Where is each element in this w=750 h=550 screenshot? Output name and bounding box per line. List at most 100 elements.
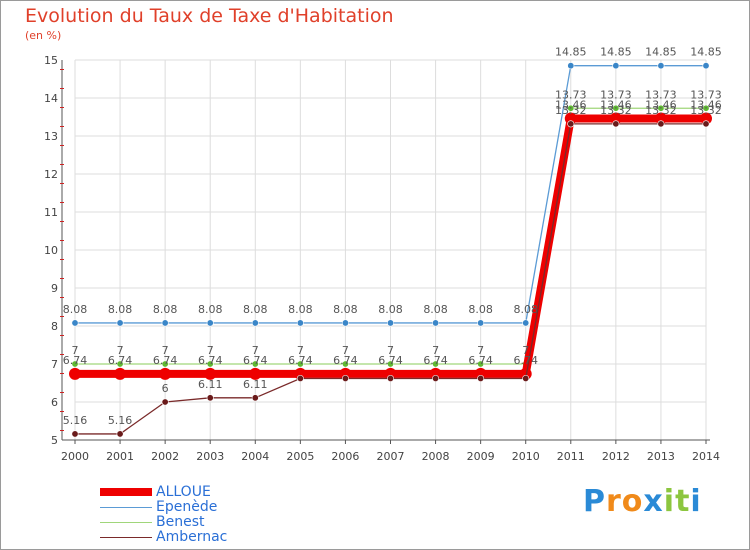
data-point-alloue	[114, 367, 127, 380]
data-label-epenède: 8.08	[333, 303, 358, 316]
data-label-alloue: 6.74	[378, 354, 403, 367]
data-label-ambernac: 6	[162, 382, 169, 395]
data-label-benest: 7	[297, 344, 304, 357]
data-label-benest: 7	[252, 344, 259, 357]
data-point-alloue	[700, 112, 712, 125]
data-point-benest	[657, 104, 665, 112]
data-label-alloue: 6.74	[198, 354, 223, 367]
logo-letter: r	[606, 484, 622, 519]
data-point-epenède	[386, 319, 394, 327]
x-tick-label: 2005	[286, 450, 314, 463]
legend-label: Ambernac	[156, 529, 228, 545]
data-label-epenède: 8.08	[288, 303, 313, 316]
data-point-ambernac	[296, 374, 304, 382]
y-tick-label: 14	[44, 92, 58, 105]
data-label-epenède: 8.08	[378, 303, 403, 316]
data-label-benest: 7	[432, 344, 439, 357]
data-point-epenède	[612, 62, 620, 70]
x-tick-label: 2014	[692, 450, 720, 463]
x-tick-label: 2010	[512, 450, 540, 463]
logo-letter: i	[690, 484, 702, 519]
data-point-ambernac	[477, 374, 485, 382]
data-label-benest: 7	[387, 344, 394, 357]
data-point-epenède	[71, 319, 79, 327]
data-point-alloue	[564, 112, 577, 125]
data-point-benest	[116, 360, 124, 368]
logo-letter: i	[663, 484, 676, 519]
logo-letter: o	[621, 484, 644, 519]
data-label-epenède: 8.08	[513, 303, 538, 316]
data-point-ambernac	[432, 374, 440, 382]
x-tick-label: 2004	[241, 450, 269, 463]
data-point-ambernac	[341, 374, 349, 382]
legend-label: Epenède	[156, 499, 218, 515]
data-label-benest: 7	[162, 344, 169, 357]
data-label-benest: 13.73	[690, 88, 722, 101]
data-label-alloue: 6.74	[243, 354, 268, 367]
data-point-epenède	[296, 319, 304, 327]
data-label-ambernac: 13.32	[690, 104, 722, 117]
legend-swatch	[100, 507, 152, 508]
data-label-alloue: 6.74	[513, 354, 538, 367]
data-label-ambernac: 5.16	[108, 414, 133, 427]
y-tick-label: 6	[51, 396, 58, 409]
data-label-benest: 7	[522, 344, 529, 357]
data-point-benest	[386, 360, 394, 368]
x-tick-label: 2006	[331, 450, 359, 463]
data-label-benest: 13.73	[555, 88, 587, 101]
data-label-epenède: 8.08	[468, 303, 493, 316]
data-point-epenède	[116, 319, 124, 327]
data-point-alloue	[204, 367, 217, 380]
y-tick-label: 9	[51, 282, 58, 295]
data-point-epenède	[567, 62, 575, 70]
data-label-epenède: 8.08	[108, 303, 133, 316]
data-point-alloue	[654, 112, 667, 125]
legend-swatch	[100, 522, 152, 523]
data-point-epenède	[702, 62, 710, 70]
data-point-ambernac	[567, 120, 575, 128]
y-tick-label: 7	[51, 358, 58, 371]
logo-letter: P	[583, 484, 606, 519]
data-point-alloue	[249, 367, 262, 380]
y-tick-label: 8	[51, 320, 58, 333]
data-label-benest: 7	[117, 344, 124, 357]
data-label-ambernac: 13.32	[645, 104, 677, 117]
data-point-epenède	[657, 62, 665, 70]
data-label-ambernac: 6.11	[198, 378, 223, 391]
chart-title: Evolution du Taux de Taxe d'Habitation	[25, 5, 394, 27]
data-point-benest	[612, 104, 620, 112]
data-point-ambernac	[116, 430, 124, 438]
data-point-ambernac	[161, 398, 169, 406]
x-tick-label: 2007	[377, 450, 405, 463]
data-point-benest	[161, 360, 169, 368]
data-label-alloue: 6.74	[333, 354, 358, 367]
data-point-epenède	[341, 319, 349, 327]
data-label-alloue: 6.74	[108, 354, 133, 367]
data-point-epenède	[161, 319, 169, 327]
data-label-ambernac: 5.16	[63, 414, 88, 427]
line-chart: 5 6 7 8 9 10 11 12 13 14 15 2000 2001 2002 2003 2004 200…	[44, 46, 722, 463]
data-point-benest	[341, 360, 349, 368]
data-label-alloue: 6.74	[153, 354, 178, 367]
data-point-ambernac	[206, 394, 214, 402]
x-tick-label: 2012	[602, 450, 630, 463]
data-point-benest	[432, 360, 440, 368]
x-tick-label: 2008	[422, 450, 450, 463]
x-tick-label: 2001	[106, 450, 134, 463]
data-point-epenède	[522, 319, 530, 327]
logo-letter: t	[675, 484, 691, 519]
data-point-benest	[296, 360, 304, 368]
data-label-alloue: 13.46	[600, 99, 632, 112]
data-point-ambernac	[71, 430, 79, 438]
data-point-epenède	[251, 319, 259, 327]
data-point-ambernac	[702, 120, 710, 128]
data-label-alloue: 6.74	[63, 354, 88, 367]
data-label-benest: 13.73	[645, 88, 677, 101]
y-tick-label: 15	[44, 54, 58, 67]
data-label-alloue: 6.74	[468, 354, 493, 367]
data-point-benest	[251, 360, 259, 368]
x-tick-label: 2011	[557, 450, 585, 463]
x-tick-label: 2002	[151, 450, 179, 463]
data-point-ambernac	[522, 374, 530, 382]
y-tick-label: 11	[44, 206, 58, 219]
